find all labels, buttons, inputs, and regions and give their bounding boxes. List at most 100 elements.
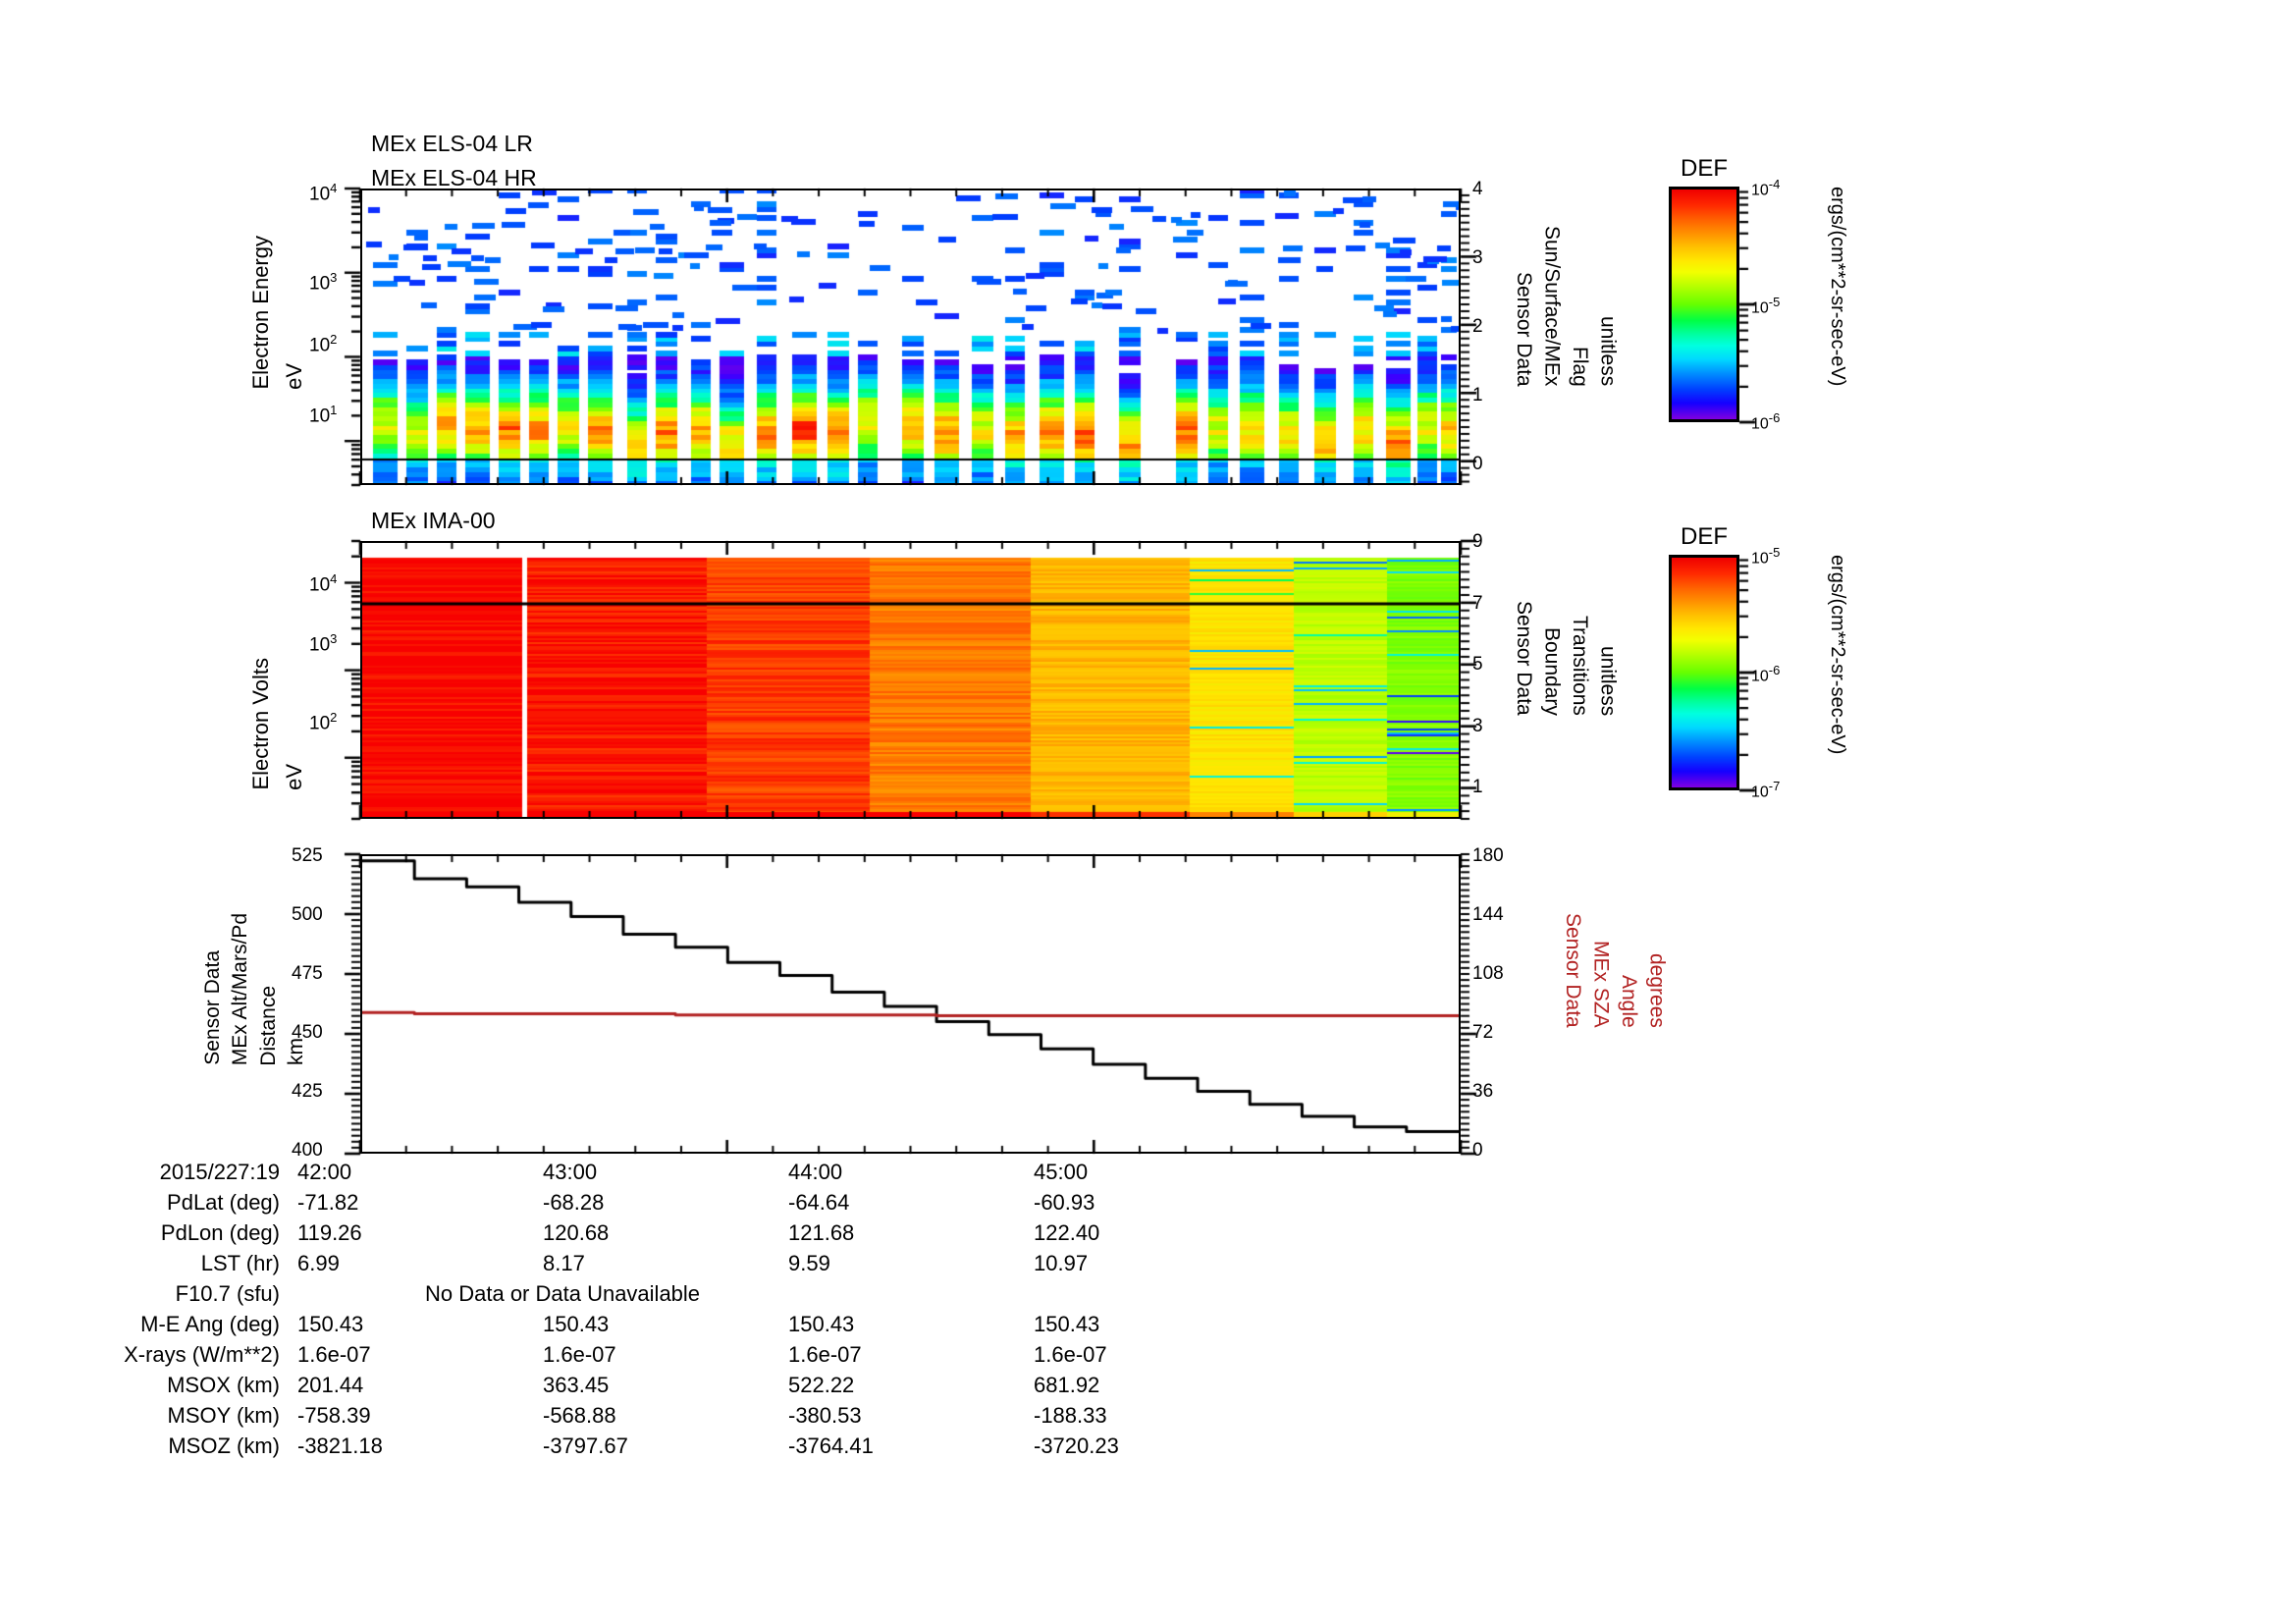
panel-ima-ytick-right-3: 3 (1472, 716, 1483, 736)
panel-alt-ylabel-right-line1: Sensor Data (1562, 913, 1584, 1028)
panel-alt-ytick-500: 500 (292, 904, 323, 925)
panel-els-title-lr: MEx ELS-04 LR (371, 131, 533, 156)
panel-els-ylabel-left-line2: eV (282, 362, 307, 390)
panel-ima-ylabel-right: Sensor Data Boundary Transitions unitles… (1512, 601, 1619, 721)
panel-alt-plot-area (360, 854, 1461, 1154)
panel-alt-ylabel-left-line2: MEx Alt/Mars/Pd (229, 913, 252, 1066)
table-cell: -3821.18 (297, 1434, 383, 1458)
table-cell: 119.26 (297, 1220, 362, 1245)
table-cell: 42:00 (297, 1160, 352, 1184)
panel-els-ytick-1e4: 104 (309, 181, 338, 205)
colorbar-els-unit: ergs/(cm**2-sr-sec-eV) (1826, 187, 1848, 391)
panel-ima-ylabel-right-line2: Boundary (1540, 626, 1564, 716)
table-cell: 8.17 (543, 1251, 585, 1275)
colorbar-els-gradient (1669, 187, 1739, 422)
panel-ima-plot-area (360, 541, 1461, 819)
table-cell: -68.28 (543, 1190, 605, 1215)
panel-alt-ytick-right-36: 36 (1472, 1081, 1494, 1102)
panel-alt-ytick-425: 425 (292, 1081, 323, 1102)
table-row-key: M-E Ang (deg) (140, 1312, 280, 1336)
panel-ima-ylabel-right-line3: Transitions (1568, 615, 1591, 716)
panel-els-plot-area (360, 189, 1461, 485)
table-cell: 121.68 (788, 1220, 855, 1245)
panel-alt-ytick-right-144: 144 (1472, 904, 1504, 925)
panel-alt-ylabel-left: Sensor Data MEx Alt/Mars/Pd Distance km (201, 913, 308, 1070)
table-row-key: MSOY (km) (167, 1403, 280, 1428)
table-cell: -568.88 (543, 1403, 616, 1428)
table-row: M-E Ang (deg) 150.43 150.43 150.43 150.43 (0, 1309, 1279, 1339)
table-cell: -3764.41 (788, 1434, 874, 1458)
table-cell: 150.43 (543, 1312, 610, 1336)
table-cell: 1.6e-07 (297, 1342, 371, 1367)
table-row-key: MSOZ (km) (168, 1434, 280, 1458)
panel-els-ytick-1e3: 103 (309, 270, 338, 295)
table-row: 2015/227:19 42:00 43:00 44:00 45:00 (0, 1157, 1279, 1187)
panel-ima-ytick-1e4: 104 (309, 571, 338, 596)
panel-alt-ylabel-left-line3: Distance (256, 985, 280, 1066)
panel-els-ylabel-left-line1: Electron Energy (248, 236, 273, 390)
panel-ima-ylabel-left-line2: eV (282, 763, 307, 790)
panel-alt-ytick-right-180: 180 (1472, 845, 1504, 866)
panel-ima-ylabel-left-line1: Electron Volts (248, 658, 273, 790)
panel-alt-ylabel-right-line4: degrees (1645, 952, 1669, 1028)
panel-els-ylabel-right-line4: unitless (1596, 316, 1620, 387)
table-row: MSOX (km) 201.44 363.45 522.22 681.92 (0, 1370, 1279, 1400)
table-cell: 9.59 (788, 1251, 830, 1275)
panel-ima-ylabel-right-line4: unitless (1596, 645, 1620, 716)
panel-ima-ylabel-right-line1: Sensor Data (1513, 601, 1535, 716)
panel-els-ylabel-left: Electron Energy eV (248, 236, 307, 395)
table-cell: 1.6e-07 (543, 1342, 616, 1367)
colorbar-els-mid-label: 10-5 (1751, 295, 1781, 317)
table-row-key: LST (hr) (200, 1251, 280, 1275)
table-cell: -758.39 (297, 1403, 371, 1428)
panel-els-title-hr: MEx ELS-04 HR (371, 165, 537, 190)
table-cell: 150.43 (1034, 1312, 1100, 1336)
panel-alt-ylabel-right-line2: MEx SZA (1589, 941, 1613, 1028)
table-cell: 681.92 (1034, 1373, 1100, 1397)
table-row-key: X-rays (W/m**2) (124, 1342, 280, 1367)
panel-alt-ylabel-right: Sensor Data MEx SZA Angle degrees (1561, 913, 1668, 1033)
panel-ima-ytick-right-1: 1 (1472, 777, 1483, 797)
colorbar-els-title: DEF (1681, 155, 1728, 182)
panel-ima-ylabel-left: Electron Volts eV (248, 658, 307, 795)
panel-alt-ylabel-left-line1: Sensor Data (201, 950, 224, 1066)
table-row: LST (hr) 6.99 8.17 9.59 10.97 (0, 1248, 1279, 1278)
panel-els-ytick-1e2: 102 (309, 332, 338, 356)
table-cell: -380.53 (788, 1403, 862, 1428)
footer-table: 2015/227:19 42:00 43:00 44:00 45:00 PdLat (de… (0, 1157, 1531, 1461)
panel-els-ylabel-right-line2: Sun/Surface/MEx (1540, 226, 1564, 387)
colorbar-ima-mid-label: 10-6 (1751, 663, 1781, 685)
colorbar-ima-min-label: 10-7 (1751, 779, 1781, 801)
panel-els-ytick-1e1: 101 (309, 403, 338, 427)
table-cell: 6.99 (297, 1251, 340, 1275)
table-cell: No Data or Data Unavailable (425, 1281, 701, 1306)
table-cell: 45:00 (1034, 1160, 1089, 1184)
table-cell: 43:00 (543, 1160, 598, 1184)
table-cell: 363.45 (543, 1373, 610, 1397)
table-row: X-rays (W/m**2) 1.6e-07 1.6e-07 1.6e-07 1.6e… (0, 1339, 1279, 1370)
panel-els-ylabel-right-line1: Sensor Data (1513, 271, 1535, 387)
panel-els: MEx ELS-04 LR MEx ELS-04 HR Electron Ene… (0, 0, 2296, 511)
table-row: PdLon (deg) 119.26 120.68 121.68 122.40 (0, 1217, 1279, 1248)
panel-els-ytick-right-3: 3 (1472, 247, 1483, 268)
colorbar-ima-unit-text: ergs/(cm**2-sr-sec-eV) (1827, 555, 1848, 755)
panel-alt-ytick-right-72: 72 (1472, 1022, 1494, 1043)
table-cell: 201.44 (297, 1373, 364, 1397)
table-cell: -60.93 (1034, 1190, 1095, 1215)
table-cell: 150.43 (297, 1312, 364, 1336)
table-cell: 1.6e-07 (788, 1342, 862, 1367)
colorbar-els-min-label: 10-6 (1751, 410, 1781, 433)
table-cell: -3720.23 (1034, 1434, 1119, 1458)
table-row-key: MSOX (km) (167, 1373, 280, 1397)
table-row-key: 2015/227:19 (159, 1160, 280, 1184)
table-cell: -188.33 (1034, 1403, 1107, 1428)
panel-els-ylabel-right: Sensor Data Sun/Surface/MEx Flag unitles… (1512, 226, 1619, 391)
table-cell: 1.6e-07 (1034, 1342, 1107, 1367)
table-cell: 10.97 (1034, 1251, 1089, 1275)
panel-els-ytick-right-4: 4 (1472, 179, 1483, 199)
panel-els-ytick-right-2: 2 (1472, 316, 1483, 337)
panel-ima-title: MEx IMA-00 (371, 508, 496, 533)
panel-ima-ytick-1e2: 102 (309, 710, 338, 734)
table-row: F10.7 (sfu) No Data or Data Unavailable (0, 1278, 1279, 1309)
panel-alt-ytick-right-108: 108 (1472, 963, 1504, 984)
